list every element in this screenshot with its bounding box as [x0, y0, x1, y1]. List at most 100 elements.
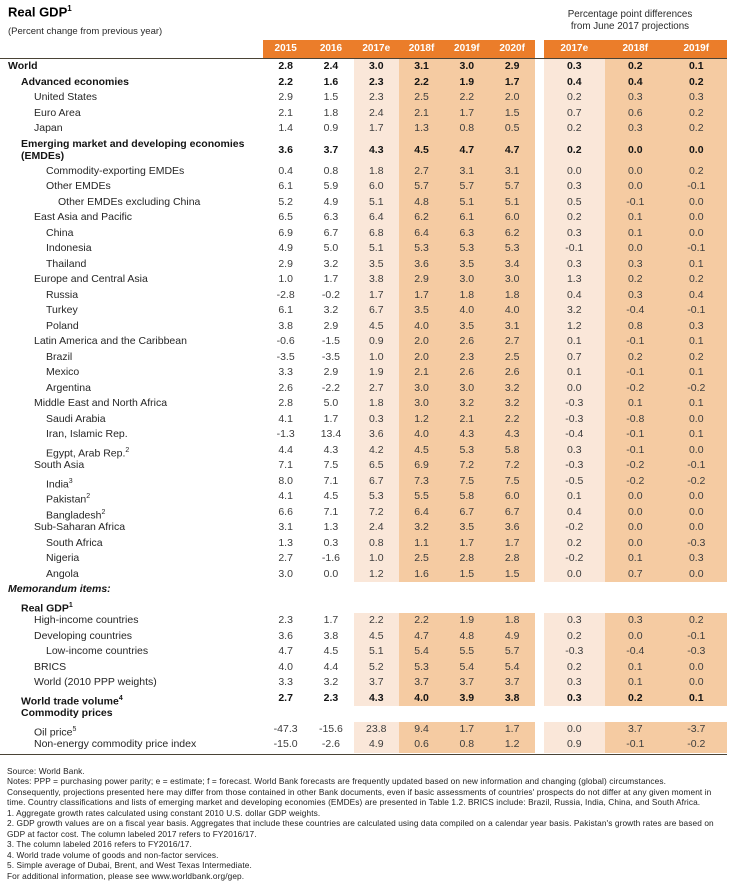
diff-value-cell: 0.1 — [604, 675, 666, 691]
gdp-value-cell: -2.6 — [321, 738, 340, 750]
gdp-value-cell: 3.2 — [489, 380, 535, 396]
gdp-value-cell: -0.2 — [321, 288, 340, 301]
diff-value-cell: -0.1 — [665, 303, 727, 319]
diff-value-cell: 0.0 — [543, 566, 605, 582]
row-label: Argentina — [46, 381, 91, 394]
gdp-value-cell: 1.3 — [278, 536, 293, 549]
row-label: Other EMDEs — [46, 180, 111, 192]
diff-value-cell: 0.4 — [665, 287, 727, 303]
gdp-value-cell: 2.2 — [444, 90, 490, 106]
gdp-value-cell: 2.6 — [489, 365, 535, 381]
column-gap — [534, 210, 544, 226]
gdp-value-cell: 3.1 — [398, 59, 445, 75]
diff-value-cell: 0.1 — [665, 690, 727, 706]
gdp-value-cell: 4.8 — [398, 194, 445, 210]
gdp-value-cell: 3.1 — [278, 521, 293, 533]
diff-value-cell: 0.0 — [543, 721, 605, 737]
table-row: Poland 3.8 2.9 4.5 4.0 3.5 3.1 1.2 0.8 0.3 — [0, 318, 727, 334]
gdp-value-cell: 0.6 — [398, 737, 445, 753]
column-gap — [534, 163, 544, 179]
diff-value-cell: 3.7 — [604, 721, 666, 737]
diff-value-cell: -0.8 — [604, 411, 666, 427]
gdp-value-cell: 4.9 — [489, 628, 535, 644]
page-subtitle: (Percent change from previous year) — [8, 26, 163, 38]
gdp-value-cell: 3.8 — [278, 319, 293, 332]
diff-value-cell: 0.0 — [543, 380, 605, 396]
gdp-value-cell: 2.2 — [489, 411, 535, 427]
diff-value-cell: 0.0 — [665, 136, 727, 164]
gdp-value-cell: 1.8 — [489, 287, 535, 303]
gdp-value-cell: 3.0 — [489, 272, 535, 288]
gdp-value-cell: 6.3 — [323, 211, 339, 223]
gdp-value-cell: 1.7 — [353, 287, 399, 303]
title-block: Real GDP1 (Percent change from previous … — [8, 4, 162, 37]
gdp-value-cell: 1.5 — [489, 566, 535, 582]
gdp-value-cell — [444, 582, 489, 598]
gdp-value-cell: 0.9 — [323, 122, 339, 134]
gdp-value-cell: 0.8 — [323, 164, 339, 177]
column-gap — [534, 427, 544, 443]
diff-value-cell — [544, 582, 605, 598]
gdp-value-cell: 4.1 — [278, 412, 293, 425]
table-row: China 6.9 6.7 6.8 6.4 6.3 6.2 0.3 0.1 0.0 — [0, 225, 727, 241]
gdp-value-cell — [489, 706, 534, 722]
diff-value-cell: 0.1 — [665, 427, 727, 443]
gdp-value-cell: 3.0 — [278, 567, 293, 580]
gdp-value-cell: 4.0 — [489, 303, 535, 319]
gdp-value-cell: 7.5 — [323, 459, 339, 471]
gdp-value-cell: 5.7 — [398, 179, 445, 195]
row-label: Non-energy commodity price index — [34, 738, 197, 750]
gdp-value-cell: 1.6 — [398, 566, 445, 582]
gdp-value-cell: 1.2 — [353, 566, 399, 582]
gdp-value-cell: 3.7 — [398, 675, 445, 691]
table-row: Emerging market and developing economies… — [0, 136, 727, 164]
diff-value-cell: 0.8 — [604, 318, 666, 334]
gdp-value-cell: 6.1 — [278, 180, 293, 192]
table-row: Other EMDEs excluding China 5.2 4.9 5.1 4.8 5… — [0, 194, 727, 210]
gdp-value-cell: 2.5 — [398, 551, 445, 567]
gdp-value-cell: 2.9 — [398, 272, 445, 288]
table-bottom-rule — [0, 753, 727, 755]
diff-value-cell: -0.1 — [604, 194, 666, 210]
gdp-value-cell: 1.6 — [323, 75, 339, 88]
row-label: Low-income countries — [46, 645, 149, 657]
gdp-value-cell: 4.5 — [353, 318, 399, 334]
gdp-value-cell: 3.7 — [489, 675, 535, 691]
diff-value-cell: -0.1 — [604, 365, 666, 381]
gdp-value-cell: 5.3 — [444, 241, 490, 257]
diff-column-header: 2019f — [665, 40, 727, 58]
gdp-value-cell — [489, 598, 534, 614]
row-label: Sub-Saharan Africa — [34, 521, 126, 533]
row-label: Brazil — [46, 350, 73, 363]
column-gap — [534, 90, 544, 106]
diff-value-cell: 0.7 — [604, 566, 666, 582]
gdp-value-cell: -1.5 — [321, 335, 340, 347]
diff-value-cell: 0.0 — [665, 194, 727, 210]
diff-value-cell: 0.0 — [604, 179, 666, 195]
gdp-value-cell: 4.3 — [489, 427, 535, 443]
gdp-value-cell: 5.3 — [398, 241, 445, 257]
row-label: Commodity-exporting EMDEs — [46, 164, 185, 177]
label-footnote-marker: 4 — [118, 694, 123, 702]
gdp-value-cell: 4.3 — [323, 443, 339, 456]
table-row: Middle East and North Africa 2.8 5.0 1.8 3.0… — [0, 396, 727, 412]
gdp-value-cell: 4.2 — [353, 442, 399, 458]
gdp-value-cell: 2.2 — [398, 613, 445, 629]
table-row: Thailand 2.9 3.2 3.5 3.6 3.5 3.4 0.3 0.3 0.1 — [0, 256, 727, 272]
table-row: East Asia and Pacific 6.5 6.3 6.4 6.2 6.1 6.0 0… — [0, 210, 727, 226]
diff-caption-line1: Percentage point differences — [567, 9, 693, 20]
column-gap — [534, 442, 544, 458]
gdp-value-cell: 4.7 — [444, 136, 490, 164]
gdp-value-cell: 6.9 — [278, 226, 293, 239]
diff-value-cell: 0.3 — [665, 318, 727, 334]
gdp-value-cell: 5.2 — [353, 659, 399, 675]
label-footnote-marker: 3 — [68, 477, 73, 485]
diff-value-cell: 0.0 — [665, 659, 727, 675]
diff-value-cell: 0.3 — [543, 613, 605, 629]
row-label: Advanced economies — [21, 75, 129, 88]
diff-value-cell — [666, 706, 727, 722]
diff-value-cell: 0.3 — [543, 442, 605, 458]
table-row: Brazil -3.5 -3.5 1.0 2.0 2.3 2.5 0.7 0.2 0.2 — [0, 349, 727, 365]
gdp-value-cell: 6.7 — [353, 303, 399, 319]
